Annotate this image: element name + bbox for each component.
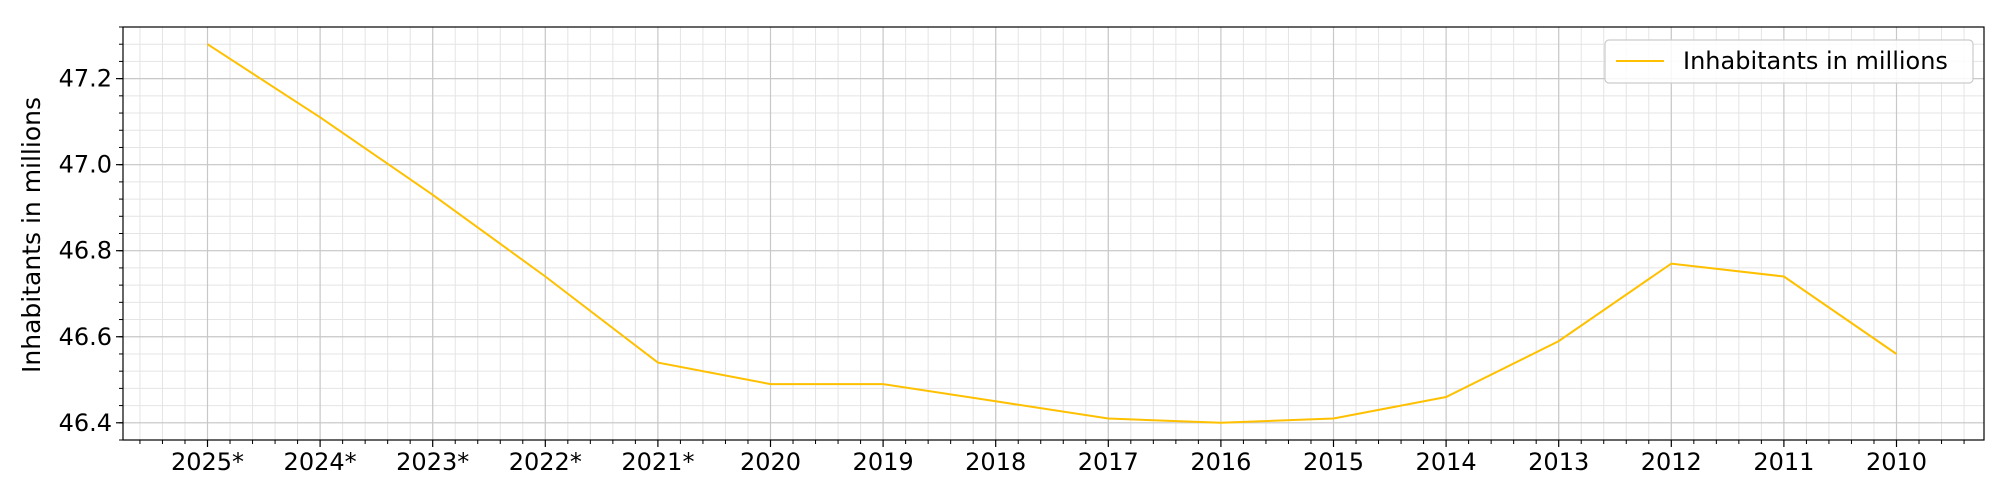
- x-tick-label: 2024*: [284, 448, 357, 476]
- y-tick-label: 46.6: [59, 323, 112, 351]
- legend-box: [1604, 39, 1974, 84]
- y-tick-label: 47.0: [59, 151, 112, 179]
- x-tick-label: 2013: [1528, 448, 1589, 476]
- legend-label: Inhabitants in millions: [1683, 47, 1948, 75]
- series-line-1: [206, 43, 1898, 424]
- x-tick-label: 2018: [965, 448, 1026, 476]
- series-layer: [206, 43, 1898, 424]
- x-tick-label: 2015: [1303, 448, 1364, 476]
- x-tick-label: 2019: [853, 448, 914, 476]
- legend: Inhabitants in millions: [1604, 39, 1974, 84]
- x-tick-label: 2021*: [621, 448, 694, 476]
- plot-frame: [122, 26, 1985, 441]
- x-tick-label: 2016: [1190, 448, 1251, 476]
- x-tick-label: 2023*: [396, 448, 469, 476]
- x-tick-label: 2012: [1641, 448, 1702, 476]
- axes: 2025* 2024* 2023* 2022* 2021* 2020 2019 2018 201…: [59, 26, 1985, 476]
- x-tick-label: 2010: [1866, 448, 1927, 476]
- x-tick-label: 2011: [1753, 448, 1814, 476]
- x-tick-label: 2017: [1078, 448, 1139, 476]
- x-tick-label: 2022*: [509, 448, 582, 476]
- y-tick-label: 46.4: [59, 409, 112, 437]
- x-tick-label: 2014: [1416, 448, 1477, 476]
- grid: [123, 26, 1984, 441]
- y-axis-title: Inhabitants in millions: [17, 97, 46, 373]
- y-tick-label: 46.8: [59, 237, 112, 265]
- y-tick-label: 47.2: [59, 65, 112, 93]
- x-tick-label: 2020: [740, 448, 801, 476]
- x-tick-label: 2025*: [171, 448, 244, 476]
